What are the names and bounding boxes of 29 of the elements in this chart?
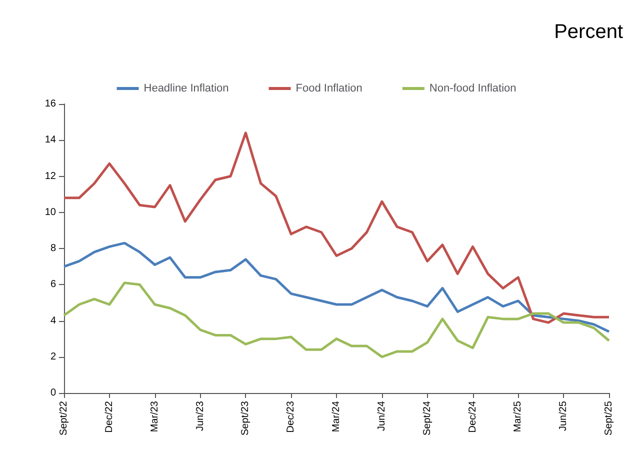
x-tick-label: Sept/25 [604,400,614,436]
x-tick-label: Mar/24 [331,400,342,432]
y-tick-label: 16 [44,98,56,110]
line-series [62,282,610,358]
x-tick-label: Sept/24 [422,400,433,436]
line-series [62,242,610,333]
x-tick-label: Jun/23 [194,400,206,432]
y-axis-title: Percent [554,21,624,43]
x-tick-label: Dec/23 [286,400,297,433]
legend-label: Headline Inflation [144,82,229,94]
y-tick-label: 8 [50,243,56,254]
x-tick-label: Jun/25 [558,400,570,432]
legend-label: Non-food Inflation [429,82,516,94]
legend-label: Food Inflation [296,82,362,94]
y-tick-label: 14 [44,134,56,146]
y-tick-label: 0 [50,388,56,398]
x-tick-label: Sept/22 [58,400,70,436]
y-tick-label: 2 [50,351,56,362]
x-tick-label: Jun/24 [376,400,388,432]
x-tick-label: Sept/23 [240,400,252,436]
line-series [62,132,610,324]
y-tick-label: 12 [44,170,56,182]
x-tick-label: Mar/25 [512,400,524,432]
x-tick-label: Dec/22 [104,400,115,433]
y-tick-label: 10 [44,206,56,218]
x-tick-label: Dec/24 [467,400,478,433]
y-tick-label: 4 [50,315,56,326]
y-tick-label: 6 [50,279,56,290]
x-tick-label: Mar/23 [149,400,160,432]
